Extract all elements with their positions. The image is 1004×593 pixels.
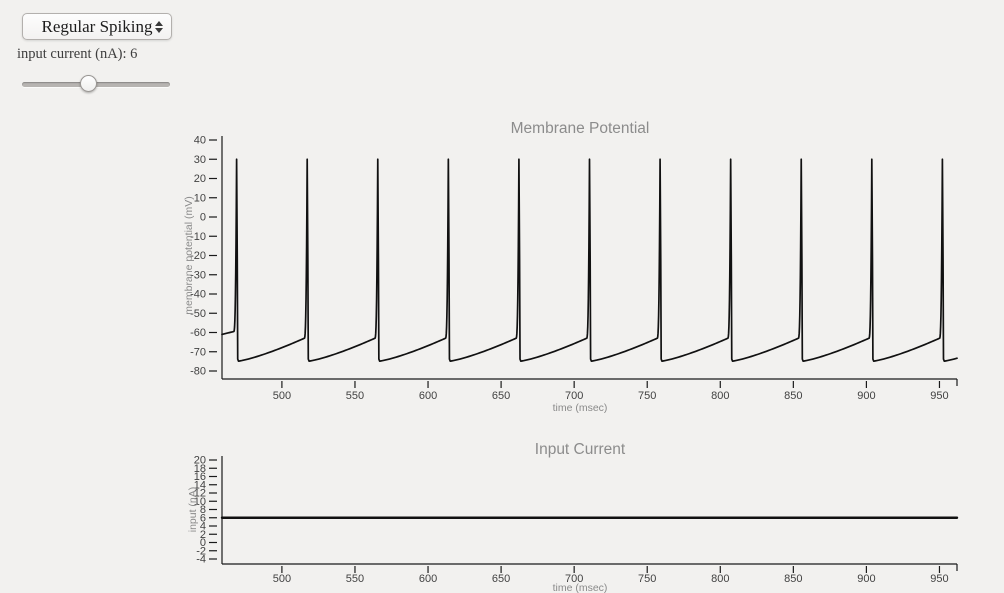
y-tick-label: 0 bbox=[200, 537, 206, 549]
x-tick-label: 650 bbox=[492, 390, 510, 402]
x-tick-label: 600 bbox=[419, 390, 437, 402]
x-tick-label: 700 bbox=[565, 390, 583, 402]
y-tick-label: 30 bbox=[194, 154, 206, 166]
chart-title: Input Current bbox=[535, 441, 626, 458]
y-tick-label: 4 bbox=[200, 521, 206, 533]
y-tick-label: 20 bbox=[194, 455, 206, 467]
series-membrane-potential bbox=[221, 158, 958, 363]
y-tick-label: -2 bbox=[196, 545, 206, 557]
y-tick-label: 8 bbox=[200, 504, 206, 516]
y-tick-label: -4 bbox=[196, 554, 206, 566]
neuron-type-selected-value: Regular Spiking bbox=[41, 16, 153, 36]
y-tick-label: -10 bbox=[190, 231, 206, 243]
y-tick-label: 12 bbox=[194, 488, 206, 500]
chart-title: Membrane Potential bbox=[511, 120, 650, 137]
y-tick-label: 20 bbox=[194, 173, 206, 185]
x-tick-label: 500 bbox=[273, 573, 291, 585]
y-tick-label: 16 bbox=[194, 471, 206, 483]
y-tick-label: 10 bbox=[194, 496, 206, 508]
x-tick-label: 550 bbox=[346, 573, 364, 585]
y-tick-label: 6 bbox=[200, 512, 206, 524]
x-tick-label: 950 bbox=[930, 390, 948, 402]
y-tick-label: -50 bbox=[190, 308, 206, 320]
y-tick-label: -40 bbox=[190, 289, 206, 301]
chart-membrane-potential: Membrane Potential 500 550 600 650 700 750 800 8… bbox=[183, 120, 958, 414]
up-down-arrows-icon bbox=[155, 20, 163, 33]
x-axis-title: time (msec) bbox=[553, 582, 608, 593]
neuron-type-select[interactable]: Regular Spiking bbox=[22, 13, 172, 40]
slider-thumb[interactable] bbox=[79, 75, 97, 92]
x-tick-label: 900 bbox=[857, 573, 875, 585]
x-tick-label: 950 bbox=[930, 573, 948, 585]
chart-input-current: Input Current 500 550 600 650 700 750 800 850 900… bbox=[187, 441, 959, 593]
x-tick-label: 750 bbox=[638, 390, 656, 402]
x-tick-label: 800 bbox=[711, 573, 729, 585]
x-tick-label: 850 bbox=[784, 573, 802, 585]
x-tick-label: 750 bbox=[638, 573, 656, 585]
x-tick-label: 600 bbox=[419, 573, 437, 585]
y-tick-label: 0 bbox=[200, 212, 206, 224]
x-tick-label: 800 bbox=[711, 390, 729, 402]
x-tick-label: 500 bbox=[273, 390, 291, 402]
y-axis-title: membrane potential (mV) bbox=[183, 196, 195, 314]
y-tick-label: -20 bbox=[190, 250, 206, 262]
y-tick-label: 14 bbox=[194, 479, 206, 491]
y-tick-label: -60 bbox=[190, 327, 206, 339]
y-tick-label: -70 bbox=[190, 346, 206, 358]
x-tick-label: 550 bbox=[346, 390, 364, 402]
y-tick-label: -80 bbox=[190, 366, 206, 378]
y-tick-label: 40 bbox=[194, 135, 206, 147]
y-tick-label: 18 bbox=[194, 463, 206, 475]
y-tick-label: 10 bbox=[194, 192, 206, 204]
x-tick-label: 700 bbox=[565, 573, 583, 585]
input-current-slider[interactable] bbox=[22, 75, 170, 93]
x-axis-title: time (msec) bbox=[553, 402, 608, 414]
y-tick-label: -30 bbox=[190, 269, 206, 281]
x-tick-label: 900 bbox=[857, 390, 875, 402]
x-tick-label: 850 bbox=[784, 390, 802, 402]
input-current-label: input current (nA): 6 bbox=[17, 46, 138, 62]
x-tick-label: 650 bbox=[492, 573, 510, 585]
y-axis-title: input (nA) bbox=[187, 487, 199, 533]
y-tick-label: 2 bbox=[200, 529, 206, 541]
